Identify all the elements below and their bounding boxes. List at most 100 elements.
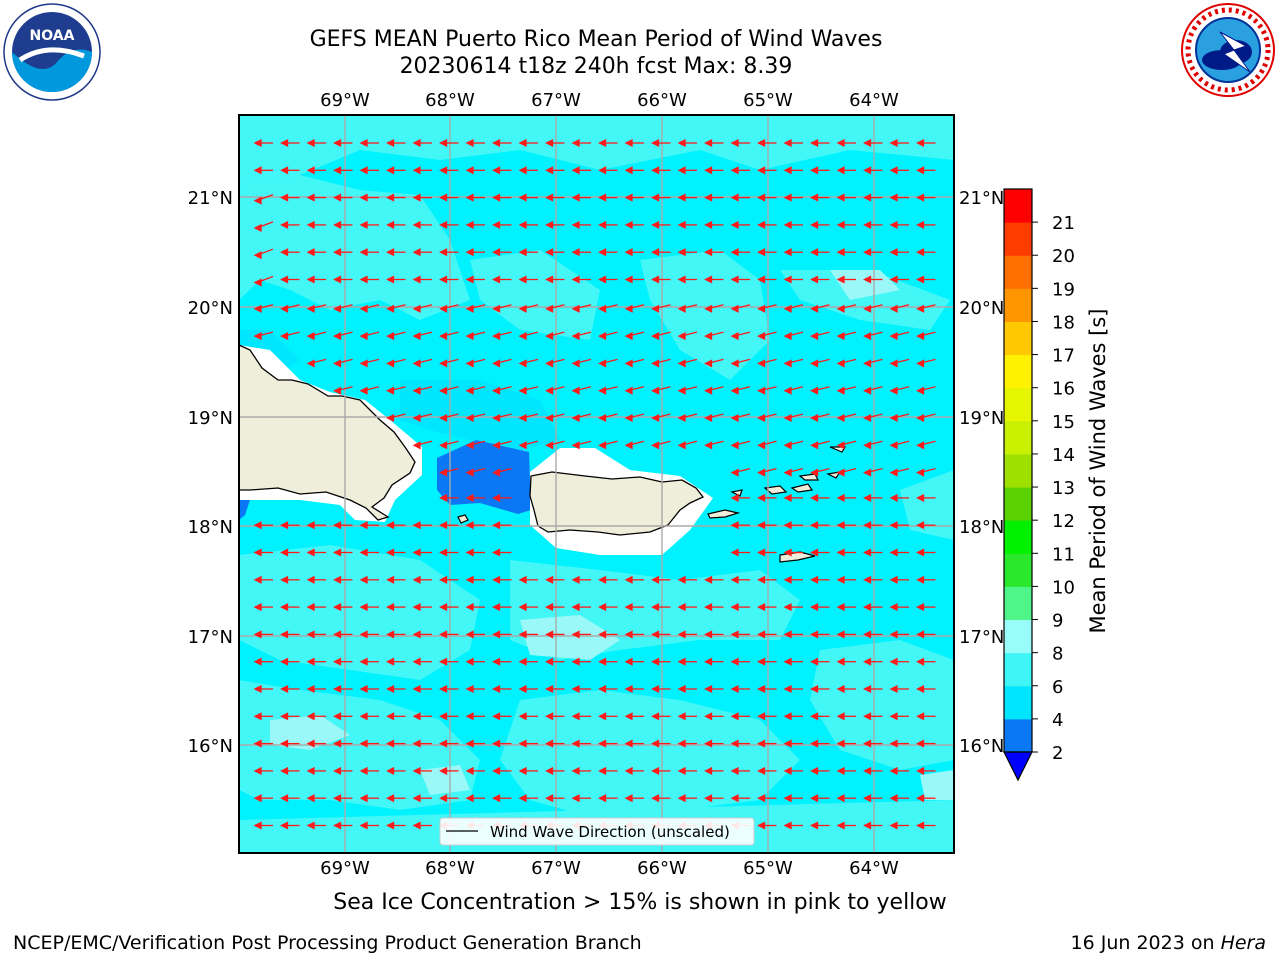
- wind-arrow: [651, 603, 671, 612]
- wind-arrow: [677, 248, 697, 257]
- wind-arrow: [730, 358, 751, 368]
- wind-arrow: [677, 220, 697, 229]
- wind-arrow: [412, 358, 433, 368]
- wind-arrow: [704, 440, 724, 450]
- wind-arrow: [571, 220, 591, 229]
- wind-arrow: [624, 166, 644, 175]
- wind-arrow: [306, 275, 326, 284]
- wind-arrow: [439, 657, 459, 666]
- wind-arrow: [412, 275, 432, 284]
- wind-arrow: [333, 304, 353, 313]
- wind-arrow: [810, 413, 830, 423]
- wind-arrow: [863, 712, 883, 721]
- wind-arrow: [545, 304, 565, 313]
- wind-arrow: [465, 193, 485, 202]
- wind-arrow: [916, 712, 936, 721]
- wind-arrow: [836, 794, 856, 803]
- lat-label-right: 16°N: [959, 736, 1004, 757]
- wind-arrow: [571, 630, 591, 639]
- wind-arrow: [518, 739, 538, 748]
- wind-arrow: [518, 248, 538, 257]
- wind-arrow: [730, 684, 750, 694]
- wind-arrow: [439, 575, 459, 584]
- lon-label-bottom: 67°W: [531, 858, 581, 879]
- wind-arrow: [783, 331, 804, 341]
- colorbar-tick-label: 9: [1052, 611, 1063, 632]
- wind-arrow: [730, 766, 750, 775]
- wind-arrow: [651, 575, 671, 584]
- wind-arrow: [545, 712, 565, 721]
- wind-arrow: [651, 657, 671, 666]
- wind-arrow: [518, 358, 539, 368]
- wind-arrow: [386, 138, 406, 148]
- wind-arrow: [386, 657, 406, 666]
- wind-arrow: [889, 794, 909, 803]
- colorbar-tick-label: 6: [1052, 677, 1063, 698]
- wind-arrow: [333, 766, 353, 775]
- wind-arrow: [916, 358, 936, 368]
- wind-arrow: [863, 630, 883, 639]
- wind-arrow: [916, 794, 936, 803]
- wind-arrow: [810, 386, 830, 395]
- wind-arrow: [730, 794, 750, 803]
- colorbar-segment: [1004, 222, 1032, 256]
- lon-label-bottom: 65°W: [743, 858, 793, 879]
- wind-arrow: [412, 331, 433, 341]
- wind-arrow: [545, 193, 565, 202]
- wind-arrow: [836, 575, 856, 584]
- wind-arrow: [757, 440, 777, 450]
- wind-arrow: [836, 657, 856, 666]
- wind-arrow: [386, 193, 406, 202]
- wind-arrow: [651, 794, 671, 803]
- wind-arrow: [704, 304, 724, 313]
- wind-arrow: [863, 275, 883, 284]
- wind-arrow: [916, 331, 936, 341]
- wind-arrow: [783, 358, 804, 368]
- wind-arrow: [889, 739, 909, 748]
- wind-arrow: [836, 630, 856, 639]
- latitude-labels-left: 21°N 20°N 19°N 18°N 17°N 16°N: [188, 188, 233, 757]
- wind-arrow: [704, 331, 724, 341]
- lon-label-top: 65°W: [743, 90, 793, 111]
- wind-arrow: [492, 493, 512, 502]
- wind-arrow: [492, 193, 512, 202]
- period-8-9-patches: [270, 270, 954, 800]
- wind-arrow: [677, 712, 697, 721]
- wind-arrow: [333, 575, 353, 584]
- wind-arrow: [889, 248, 909, 257]
- wind-arrow: [783, 821, 803, 830]
- wind-arrow: [624, 138, 644, 148]
- wind-arrow: [836, 193, 856, 202]
- wind-arrow: [810, 193, 830, 202]
- wind-arrow: [836, 739, 856, 748]
- wind-arrow: [253, 304, 274, 313]
- wind-arrow: [439, 766, 459, 775]
- wind-arrow: [783, 275, 803, 284]
- wind-arrow: [412, 193, 432, 202]
- wind-arrow: [306, 548, 326, 557]
- wind-arrow: [783, 575, 803, 584]
- wind-arrow: [359, 603, 379, 612]
- wind-arrow: [916, 521, 936, 530]
- wind-arrow: [465, 304, 486, 313]
- wind-arrow: [386, 603, 406, 612]
- colorbar-tick-label: 18: [1052, 312, 1075, 333]
- colorbar-segment: [1004, 189, 1032, 223]
- wind-arrow: [916, 575, 936, 584]
- wind-arrow: [810, 657, 830, 666]
- wind-arrow: [863, 166, 883, 175]
- wind-arrow: [439, 440, 459, 450]
- wind-arrow: [624, 331, 645, 341]
- wind-arrow: [280, 739, 300, 748]
- wind-arrow: [518, 712, 538, 721]
- wind-arrow: [412, 657, 432, 666]
- wind-arrow: [810, 630, 830, 639]
- wind-arrow: [359, 166, 379, 175]
- wind-arrow: [624, 657, 644, 666]
- wind-arrow: [280, 138, 300, 148]
- wind-arrow: [651, 440, 671, 450]
- wind-arrow: [677, 630, 697, 639]
- wind-arrow: [333, 603, 353, 612]
- wind-arrow: [359, 220, 379, 229]
- wind-arrow: [704, 386, 724, 395]
